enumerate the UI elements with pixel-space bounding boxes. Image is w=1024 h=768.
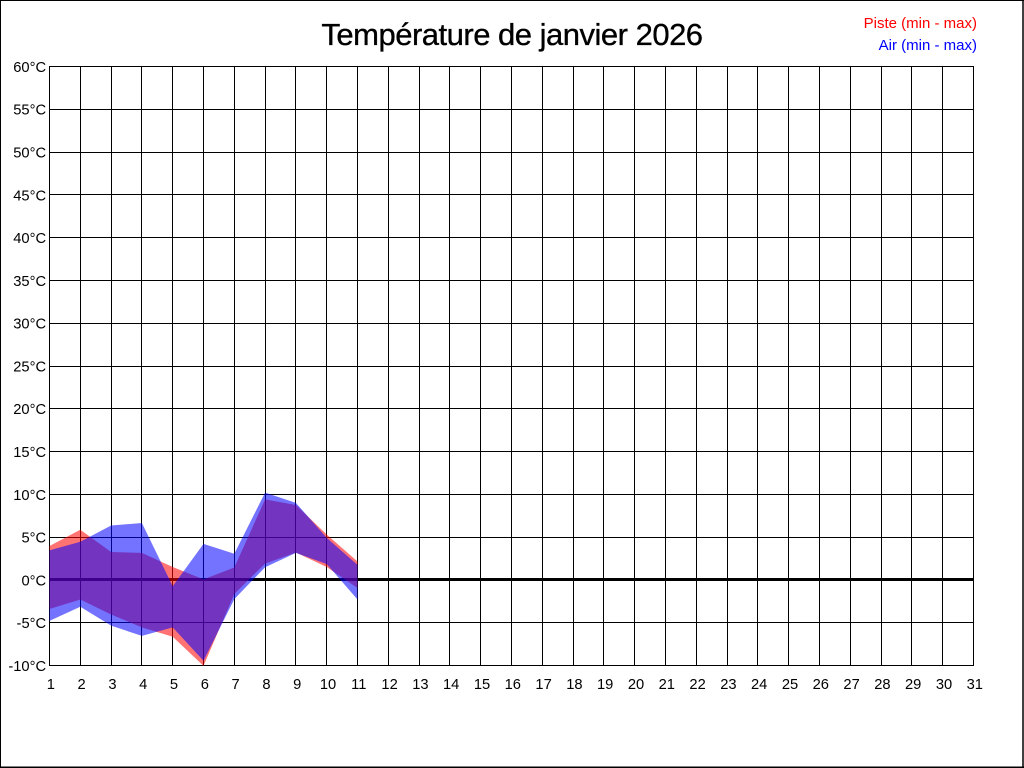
svg-text:23: 23 bbox=[720, 677, 736, 693]
svg-text:20°C: 20°C bbox=[13, 402, 46, 418]
svg-text:15: 15 bbox=[474, 677, 490, 693]
svg-text:-10°C: -10°C bbox=[8, 659, 46, 675]
svg-text:55°C: 55°C bbox=[13, 103, 46, 119]
svg-text:10°C: 10°C bbox=[13, 488, 46, 504]
svg-text:7: 7 bbox=[232, 677, 240, 693]
svg-text:Air (min - max): Air (min - max) bbox=[879, 37, 977, 54]
svg-text:27: 27 bbox=[843, 677, 859, 693]
svg-text:30°C: 30°C bbox=[13, 317, 46, 333]
svg-text:15°C: 15°C bbox=[13, 445, 46, 461]
svg-text:26: 26 bbox=[813, 677, 829, 693]
svg-text:12: 12 bbox=[381, 677, 397, 693]
svg-text:-5°C: -5°C bbox=[17, 616, 47, 632]
svg-text:35°C: 35°C bbox=[13, 274, 46, 290]
svg-text:11: 11 bbox=[351, 677, 366, 693]
svg-text:50°C: 50°C bbox=[13, 145, 46, 161]
svg-text:29: 29 bbox=[905, 677, 921, 693]
svg-text:Piste (min - max): Piste (min - max) bbox=[864, 15, 977, 32]
svg-text:45°C: 45°C bbox=[13, 188, 46, 204]
svg-text:30: 30 bbox=[936, 677, 952, 693]
svg-text:Température de janvier 2026: Température de janvier 2026 bbox=[321, 17, 702, 52]
svg-text:10: 10 bbox=[320, 677, 336, 693]
svg-text:2: 2 bbox=[78, 677, 86, 693]
svg-text:0°C: 0°C bbox=[21, 573, 46, 589]
svg-text:24: 24 bbox=[751, 677, 767, 693]
svg-text:31: 31 bbox=[967, 677, 983, 693]
svg-text:40°C: 40°C bbox=[13, 231, 46, 247]
svg-text:21: 21 bbox=[659, 677, 675, 693]
svg-text:14: 14 bbox=[443, 677, 459, 693]
svg-text:13: 13 bbox=[412, 677, 428, 693]
svg-text:25: 25 bbox=[782, 677, 798, 693]
svg-text:8: 8 bbox=[262, 677, 270, 693]
svg-text:22: 22 bbox=[689, 677, 705, 693]
svg-text:17: 17 bbox=[535, 677, 551, 693]
svg-text:9: 9 bbox=[293, 677, 301, 693]
svg-text:18: 18 bbox=[566, 677, 582, 693]
svg-text:60°C: 60°C bbox=[13, 60, 46, 76]
svg-text:1: 1 bbox=[47, 677, 55, 693]
svg-text:16: 16 bbox=[505, 677, 521, 693]
svg-text:5°C: 5°C bbox=[21, 531, 46, 547]
svg-text:4: 4 bbox=[139, 677, 147, 693]
svg-text:25°C: 25°C bbox=[13, 359, 46, 375]
svg-text:5: 5 bbox=[170, 677, 178, 693]
svg-text:28: 28 bbox=[874, 677, 890, 693]
svg-text:3: 3 bbox=[108, 677, 116, 693]
svg-text:19: 19 bbox=[597, 677, 613, 693]
svg-text:6: 6 bbox=[201, 677, 209, 693]
svg-text:20: 20 bbox=[628, 677, 644, 693]
